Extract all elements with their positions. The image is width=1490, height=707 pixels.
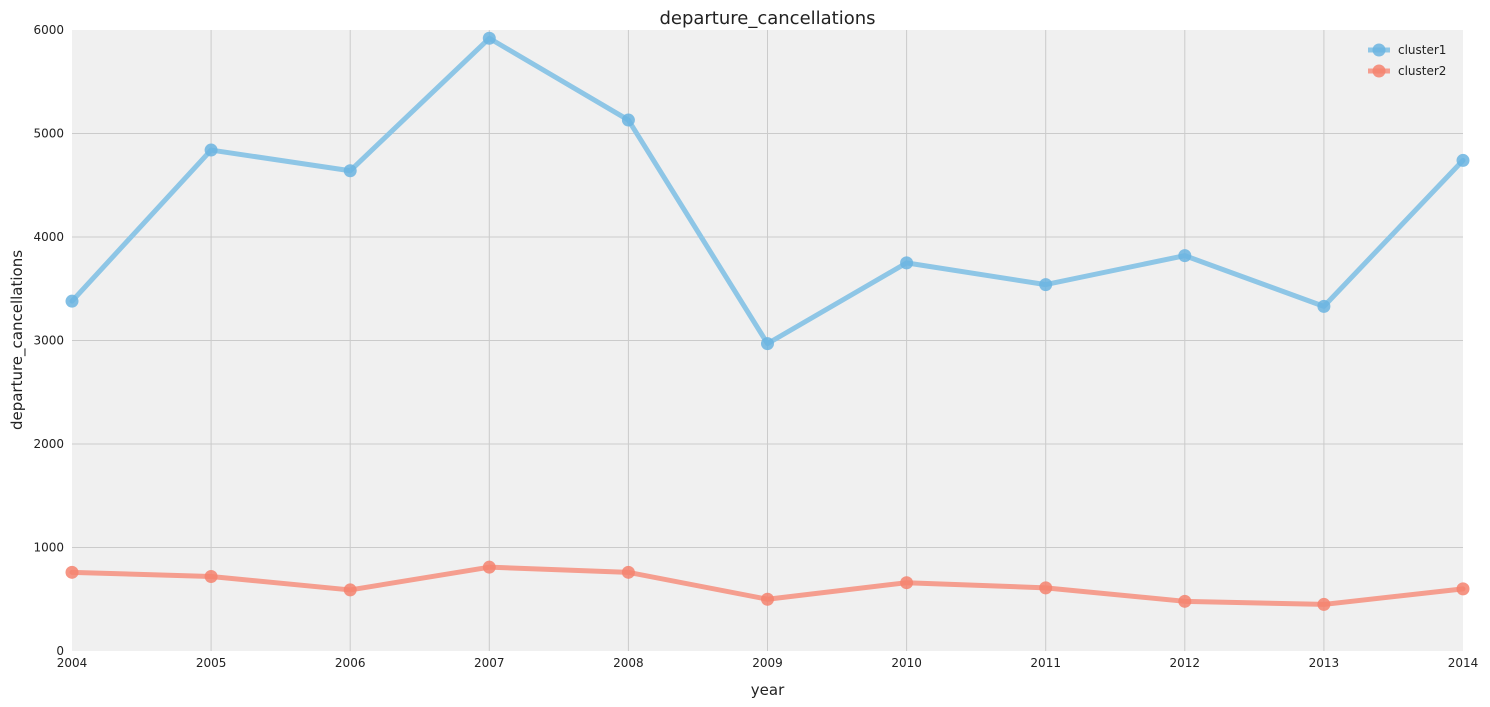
legend-item-cluster1: cluster1	[1368, 43, 1446, 57]
chart-title: departure_cancellations	[659, 8, 875, 29]
y-tick-label: 0	[56, 644, 64, 658]
x-tick-label: 2012	[1170, 656, 1201, 670]
data-point-cluster2	[761, 592, 774, 606]
data-point-cluster2	[204, 569, 218, 583]
data-point-cluster2	[65, 565, 79, 579]
y-tick-label: 6000	[33, 23, 64, 37]
data-point-cluster2	[1456, 582, 1470, 596]
data-point-cluster1	[204, 143, 218, 157]
data-point-cluster2	[343, 583, 357, 597]
series-cluster1	[65, 31, 1470, 351]
data-point-cluster1	[1039, 278, 1053, 292]
y-tick-label: 5000	[33, 127, 64, 141]
x-tick-label: 2010	[891, 656, 922, 670]
x-tick-label: 2014	[1448, 656, 1479, 670]
data-point-cluster2	[621, 565, 635, 579]
data-point-cluster1	[343, 164, 357, 178]
series-layer	[65, 31, 1470, 611]
legend-marker	[1372, 43, 1386, 57]
data-point-cluster1	[1317, 299, 1331, 313]
y-tick-label: 1000	[33, 541, 64, 555]
x-tick-label: 2005	[196, 656, 227, 670]
x-tick-label: 2006	[335, 656, 366, 670]
series-cluster2	[65, 560, 1470, 611]
legend-label: cluster1	[1398, 43, 1446, 57]
data-point-cluster1	[761, 337, 774, 351]
x-tick-label: 2011	[1030, 656, 1061, 670]
x-tick-label: 2009	[752, 656, 783, 670]
data-point-cluster1	[621, 113, 635, 127]
x-tick-label: 2007	[474, 656, 505, 670]
legend-item-cluster2: cluster2	[1368, 64, 1446, 78]
data-point-cluster2	[1039, 581, 1053, 595]
data-point-cluster1	[65, 294, 79, 308]
data-point-cluster2	[482, 560, 496, 574]
y-tick-label: 2000	[33, 437, 64, 451]
data-point-cluster1	[482, 31, 496, 45]
y-tick-labels: 0 1000 2000 3000 4000 5000 6000	[33, 23, 64, 658]
data-point-cluster2	[1317, 597, 1331, 611]
data-point-cluster1	[1178, 249, 1192, 263]
data-point-cluster2	[1178, 594, 1192, 608]
x-tick-labels: 2004 2005 2006 2007 2008 2009 2010 2011 2012 2013…	[57, 656, 1479, 670]
legend: cluster1 cluster2	[1368, 43, 1446, 78]
y-tick-label: 3000	[33, 334, 64, 348]
x-axis-label: year	[751, 681, 785, 699]
grid-lines	[72, 30, 1463, 651]
y-axis-label: departure_cancellations	[8, 250, 27, 430]
data-point-cluster2	[900, 576, 914, 590]
y-tick-label: 4000	[33, 230, 64, 244]
x-tick-label: 2008	[613, 656, 644, 670]
legend-marker	[1372, 64, 1386, 78]
x-tick-label: 2013	[1309, 656, 1340, 670]
x-tick-label: 2004	[57, 656, 88, 670]
data-point-cluster1	[1456, 153, 1470, 167]
legend-label: cluster2	[1398, 64, 1446, 78]
data-point-cluster1	[900, 256, 914, 270]
